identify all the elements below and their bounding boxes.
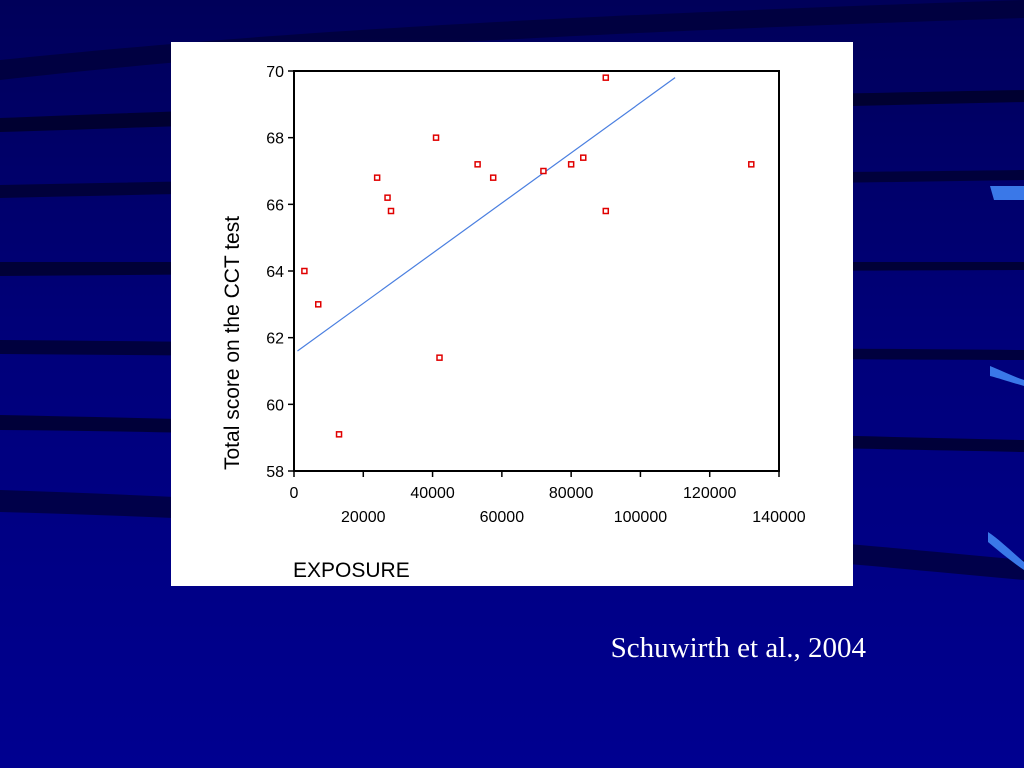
data-point [474,161,481,168]
x-axis-title: EXPOSURE [293,559,410,582]
data-point [384,194,391,201]
y-tick-label: 68 [266,131,284,148]
data-point [602,74,610,81]
x-tick-label: 40000 [410,485,455,502]
y-tick-label: 60 [266,397,284,414]
data-point [335,431,343,438]
data-point [432,134,440,141]
data-point [540,167,547,175]
chart-marks [297,74,755,438]
data-point [748,161,755,168]
chart-axes: 58 60 62 64 66 68 70 0 20000 40000 60000 80000 10000… [266,64,806,526]
chart-panel: 58 60 62 64 66 68 70 0 20000 40000 60000 80000 10000… [171,42,853,586]
data-point [315,301,322,308]
y-axis-title: Total score on the CCT test [221,216,244,470]
x-tick-label: 60000 [480,509,525,526]
x-tick-label: 80000 [549,485,594,502]
data-point [580,154,587,161]
data-point [436,354,443,361]
data-point [602,207,610,215]
x-tick-label: 20000 [341,509,386,526]
y-tick-label: 70 [266,64,284,81]
y-tick-label: 62 [266,331,284,348]
y-tick-label: 66 [266,197,284,214]
data-point [301,267,308,275]
x-tick-label: 120000 [683,485,736,502]
x-tick-label: 140000 [752,509,805,526]
y-tick-label: 64 [266,264,284,281]
plot-frame [293,70,780,472]
data-point [489,174,497,181]
x-tick-label: 100000 [614,509,667,526]
x-tick-label: 0 [290,485,299,502]
data-point [567,161,575,168]
y-tick-label: 58 [266,464,284,481]
data-point [387,207,395,215]
scatter-chart: 58 60 62 64 66 68 70 0 20000 40000 60000 80000 10000… [221,64,806,582]
citation-text: Schuwirth et al., 2004 [610,632,866,664]
data-point [373,174,381,181]
regression-line [297,77,676,352]
